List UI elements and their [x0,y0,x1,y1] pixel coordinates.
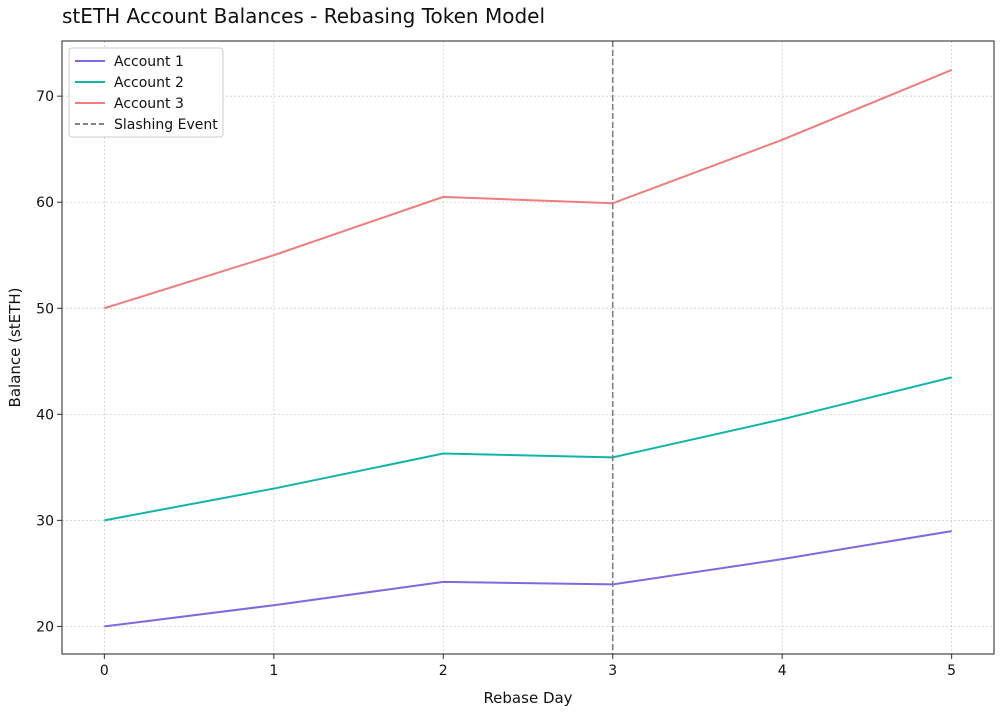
x-tick-label: 0 [100,663,109,679]
y-tick-label: 20 [36,619,54,635]
series-line-account-2 [104,376,952,522]
y-axis-label: Balance (stETH) [6,288,24,408]
x-tick-label: 5 [947,663,956,679]
y-tick-label: 30 [36,513,54,529]
x-tick-label: 4 [778,663,787,679]
legend-label: Account 3 [114,96,184,112]
legend [68,47,224,138]
plot-frame [61,40,995,655]
legend-label: Account 1 [114,54,184,70]
y-tick-label: 50 [36,301,54,317]
legend-label: Account 2 [114,75,184,91]
series-line-account-1 [104,530,952,628]
x-axis-label: Rebase Day [483,689,572,707]
x-tick-label: 1 [269,663,278,679]
y-tick-label: 60 [36,195,54,211]
chart-title: stETH Account Balances - Rebasing Token … [62,4,546,28]
series-line-account-3 [104,69,953,310]
y-tick-label: 70 [36,89,54,105]
x-tick-label: 2 [439,663,448,679]
y-tick-label: 40 [36,407,54,423]
x-tick-label: 3 [608,663,617,679]
legend-label: Slashing Event [114,117,218,133]
